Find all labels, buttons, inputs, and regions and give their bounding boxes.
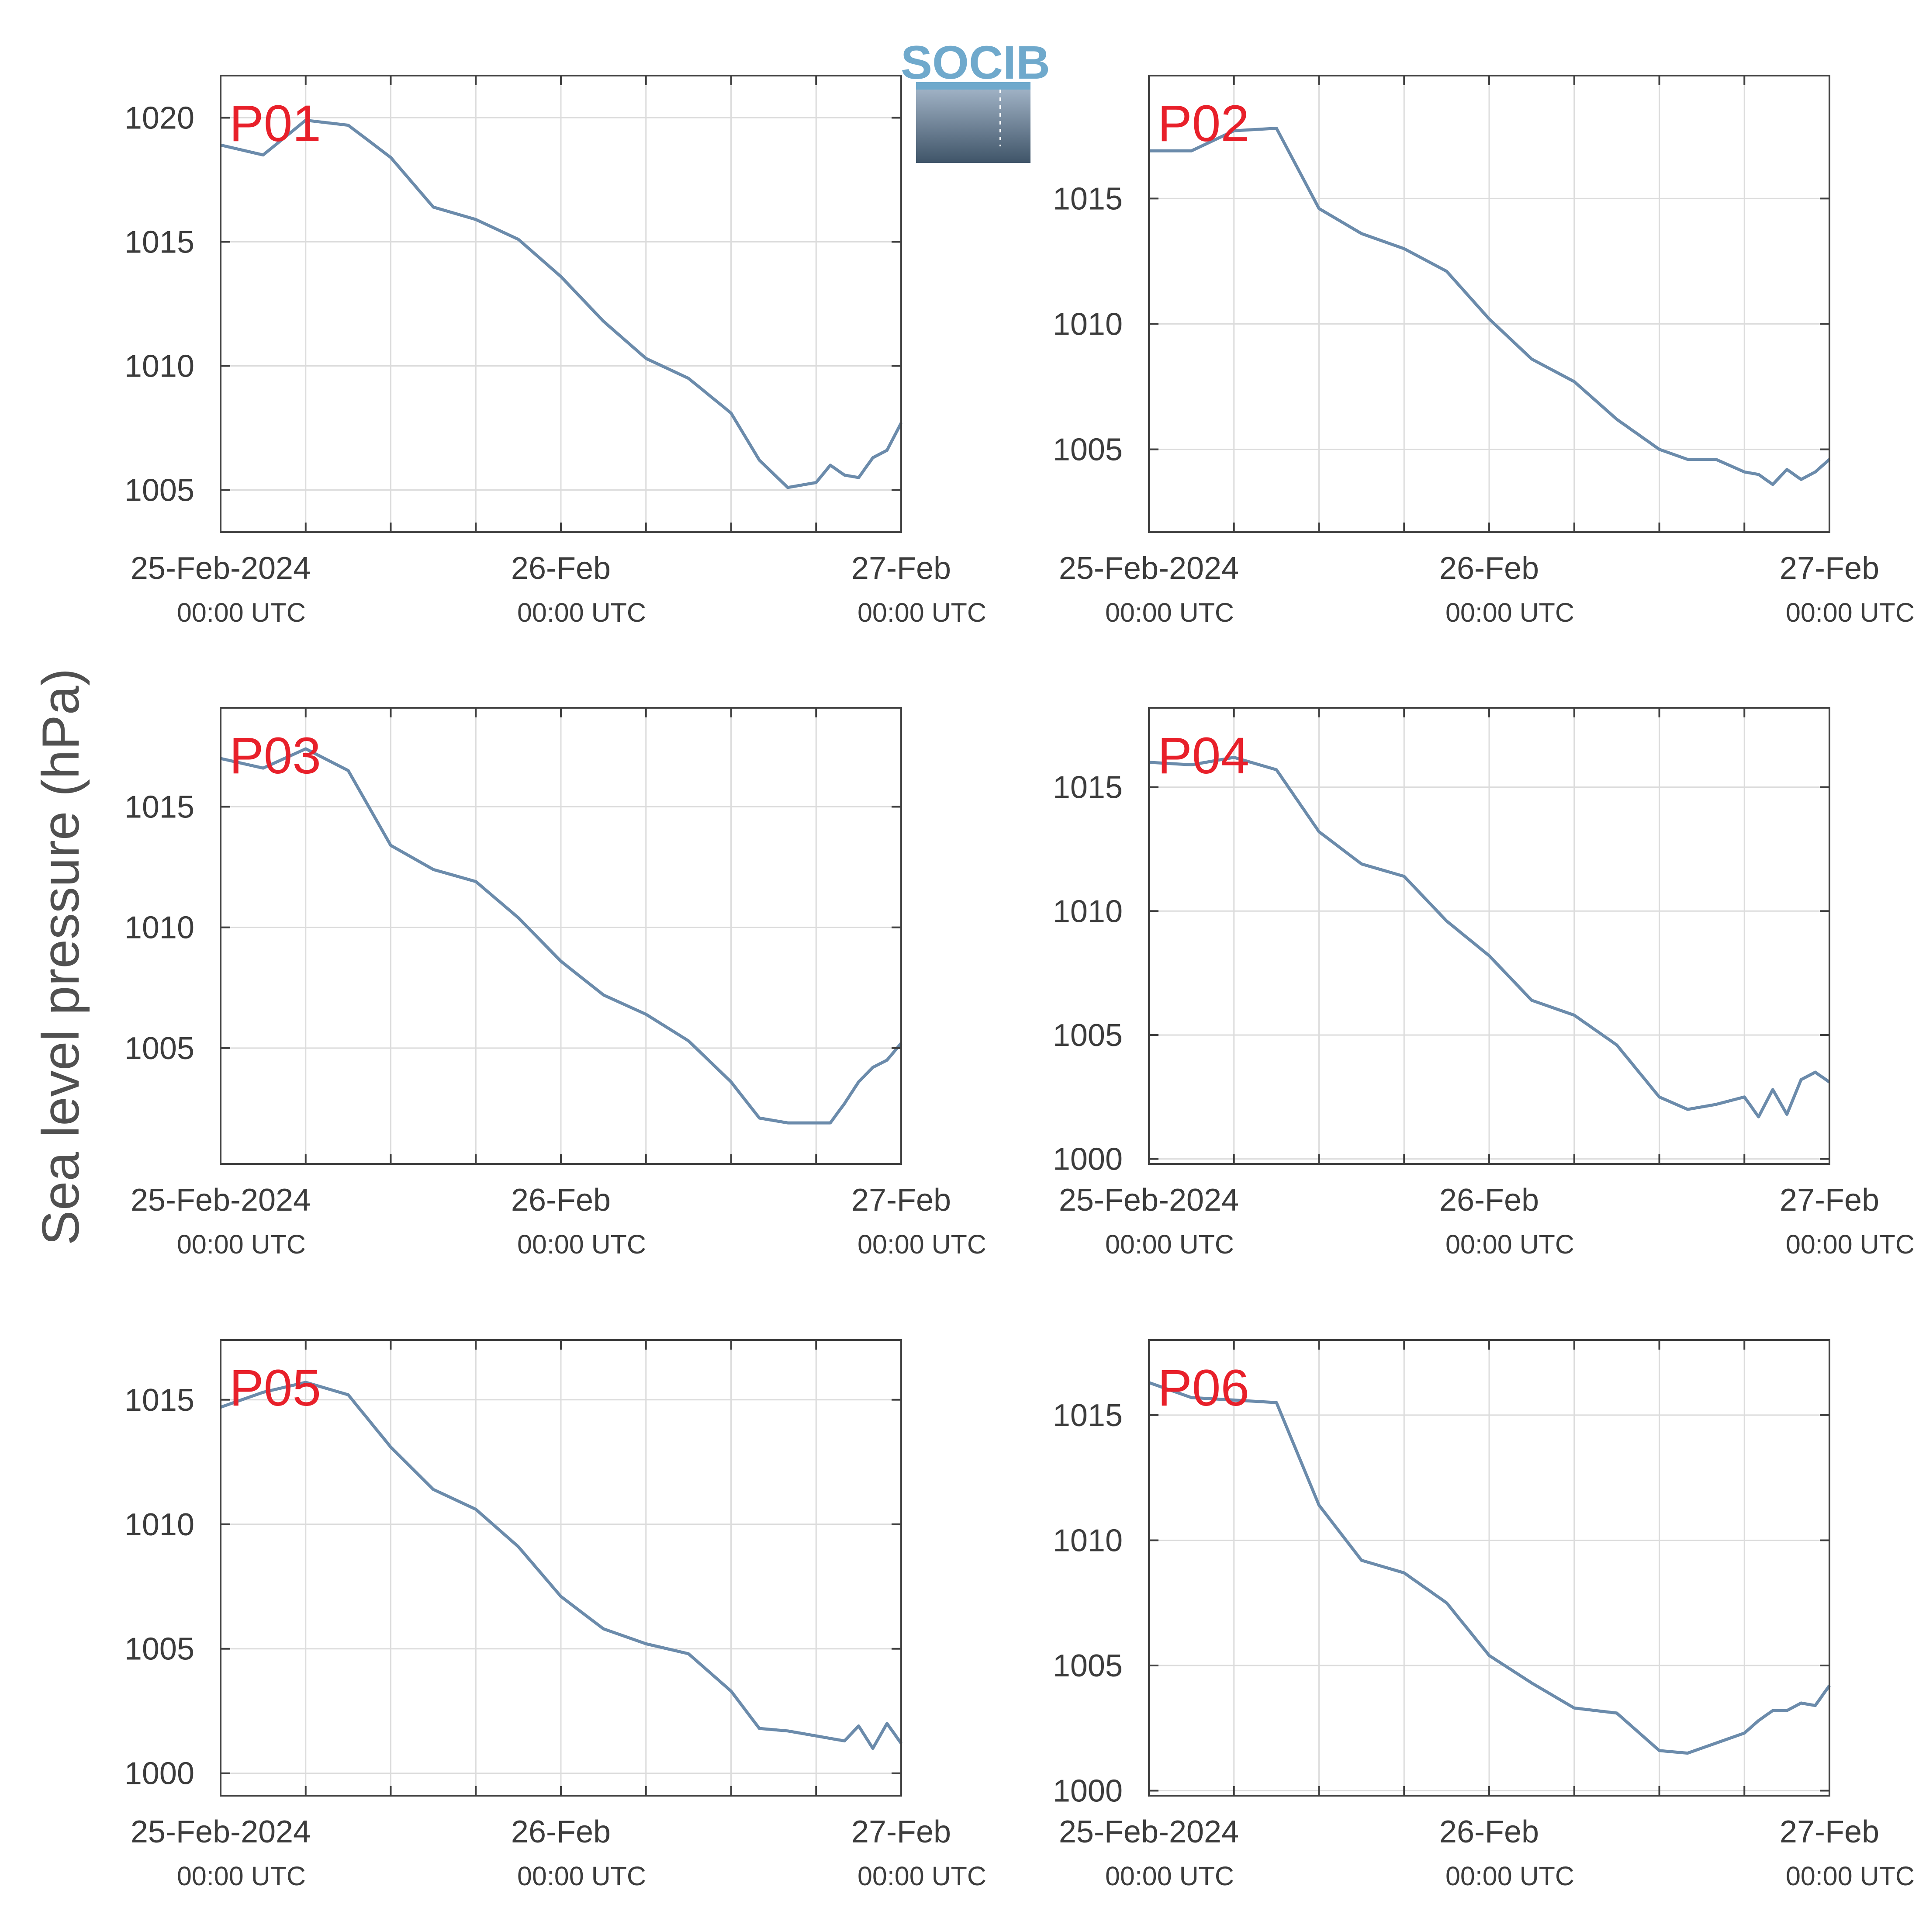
x-tick-sublabel: 00:00 UTC: [517, 598, 646, 627]
x-tick-label: 26-Feb: [1439, 1183, 1539, 1218]
x-tick-label: 27-Feb: [851, 1183, 951, 1218]
x-tick-label: 26-Feb: [1439, 1814, 1539, 1849]
y-tick-label: 1015: [124, 225, 194, 260]
y-tick-label: 1000: [124, 1756, 194, 1791]
panel-p05: 1000 1005 1010 1015 25-Feb-2024 00:00 UTC 26-F…: [124, 1339, 986, 1891]
panel-label: P04: [1158, 727, 1249, 785]
series-line: [220, 118, 903, 489]
socib-logo: SOCIB: [901, 36, 1050, 163]
logo-text: SOCIB: [901, 36, 1050, 89]
x-tick-sublabel: 00:00 UTC: [857, 598, 986, 627]
y-tick-label: 1010: [124, 1507, 194, 1542]
y-tick-label: 1005: [1053, 1018, 1123, 1053]
y-tick-label: 1005: [1053, 1648, 1123, 1683]
x-tick-label: 27-Feb: [1780, 551, 1879, 586]
y-tick-label: 1015: [124, 789, 194, 824]
x-tick-label: 26-Feb: [511, 551, 611, 586]
x-tick-label: 25-Feb-2024: [1059, 551, 1239, 586]
panel-p03: 1005 1010 1015 25-Feb-2024 00:00 UTC 26-Feb 00…: [124, 707, 986, 1259]
panel-label: P03: [229, 727, 321, 785]
x-tick-sublabel: 00:00 UTC: [517, 1229, 646, 1259]
y-tick-label: 1020: [124, 101, 194, 136]
panel-p06: 1000 1005 1010 1015 25-Feb-2024 00:00 UTC 26-F…: [1053, 1339, 1915, 1891]
y-tick-label: 1005: [1053, 433, 1123, 467]
x-tick-label: 27-Feb: [851, 551, 951, 586]
y-tick-label: 1010: [1053, 1523, 1123, 1558]
series-line: [1149, 127, 1831, 486]
panel-label: P06: [1158, 1359, 1249, 1417]
x-tick-label: 26-Feb: [511, 1814, 611, 1849]
y-tick-label: 1015: [124, 1383, 194, 1418]
x-tick-label: 25-Feb-2024: [1059, 1814, 1239, 1849]
x-tick-sublabel: 00:00 UTC: [1105, 1229, 1234, 1259]
x-tick-sublabel: 00:00 UTC: [1786, 598, 1915, 627]
y-tick-label: 1005: [124, 473, 194, 508]
panel-p04: 1000 1005 1010 1015 25-Feb-2024 00:00 UTC 26-F…: [1053, 707, 1915, 1259]
y-tick-label: 1015: [1053, 181, 1123, 216]
x-tick-sublabel: 00:00 UTC: [1105, 598, 1234, 627]
x-tick-label: 25-Feb-2024: [1059, 1183, 1239, 1218]
series-line: [220, 747, 902, 1125]
panel-label: P05: [229, 1359, 321, 1417]
x-tick-sublabel: 00:00 UTC: [1786, 1861, 1915, 1891]
x-tick-sublabel: 00:00 UTC: [1786, 1229, 1915, 1259]
panel-p01: 1005 1010 1015 1020 25-Feb-2024 00:00 UTC 26-F…: [124, 75, 986, 627]
x-tick-label: 25-Feb-2024: [131, 1183, 311, 1218]
y-tick-label: 1005: [124, 1031, 194, 1066]
x-tick-label: 25-Feb-2024: [131, 551, 311, 586]
y-tick-label: 1000: [1053, 1142, 1123, 1177]
x-tick-label: 26-Feb: [1439, 551, 1539, 586]
y-tick-label: 1000: [1053, 1774, 1123, 1809]
y-tick-label: 1015: [1053, 770, 1123, 805]
y-tick-label: 1005: [124, 1632, 194, 1667]
x-tick-label: 26-Feb: [511, 1183, 611, 1218]
x-tick-sublabel: 00:00 UTC: [1105, 1861, 1234, 1891]
y-tick-label: 1010: [124, 349, 194, 384]
x-tick-label: 27-Feb: [1780, 1814, 1879, 1849]
y-axis-title: Sea level pressure (hPa): [31, 668, 90, 1246]
panel-label: P02: [1158, 95, 1249, 152]
y-tick-label: 1015: [1053, 1398, 1123, 1433]
x-tick-sublabel: 00:00 UTC: [857, 1229, 986, 1259]
x-tick-sublabel: 00:00 UTC: [1445, 1861, 1574, 1891]
x-tick-label: 25-Feb-2024: [131, 1814, 311, 1849]
x-tick-sublabel: 00:00 UTC: [177, 1861, 306, 1891]
series-line: [1148, 1381, 1831, 1755]
y-tick-label: 1010: [1053, 307, 1123, 342]
logo-wave: [916, 82, 1030, 92]
x-tick-sublabel: 00:00 UTC: [177, 598, 306, 627]
x-tick-sublabel: 00:00 UTC: [517, 1861, 646, 1891]
y-tick-label: 1010: [124, 911, 194, 945]
x-tick-label: 27-Feb: [1780, 1183, 1879, 1218]
x-tick-sublabel: 00:00 UTC: [857, 1861, 986, 1891]
panel-label: P01: [229, 95, 321, 152]
x-tick-label: 27-Feb: [851, 1814, 951, 1849]
x-tick-sublabel: 00:00 UTC: [177, 1229, 306, 1259]
panel-p02: 1005 1010 1015 25-Feb-2024 00:00 UTC 26-Feb 00…: [1053, 75, 1915, 627]
series-line: [220, 1381, 902, 1750]
y-tick-label: 1010: [1053, 894, 1123, 929]
series-line: [1148, 756, 1831, 1118]
x-tick-sublabel: 00:00 UTC: [1445, 1229, 1574, 1259]
x-tick-sublabel: 00:00 UTC: [1445, 598, 1574, 627]
logo-block: [916, 90, 1030, 163]
